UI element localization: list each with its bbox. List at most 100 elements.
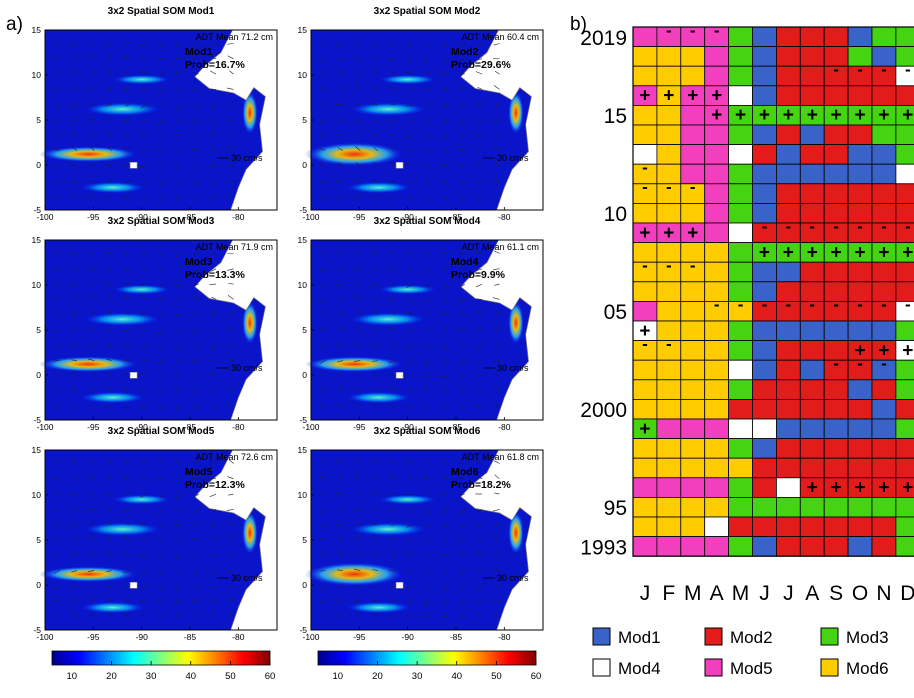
velocity-vector bbox=[390, 461, 396, 464]
velocity-vector bbox=[226, 570, 234, 573]
velocity-vector bbox=[106, 371, 112, 377]
galapagos-island bbox=[129, 581, 138, 589]
velocity-vector bbox=[175, 253, 182, 257]
velocity-vector bbox=[54, 523, 60, 525]
calendar-cell bbox=[823, 320, 849, 342]
velocity-vector bbox=[191, 360, 199, 363]
calendar-cell bbox=[776, 418, 801, 440]
calendar-cell bbox=[895, 516, 914, 538]
calendar-cell bbox=[632, 281, 658, 302]
calendar-mark: + bbox=[831, 478, 842, 499]
velocity-vector bbox=[89, 387, 95, 392]
calendar-cell bbox=[752, 398, 777, 420]
velocity-vector bbox=[424, 119, 431, 126]
calendar-cell bbox=[799, 320, 825, 342]
calendar-cell bbox=[680, 105, 706, 126]
calendar-cell bbox=[799, 516, 825, 538]
velocity-vector bbox=[441, 406, 448, 408]
calendar-mark: - bbox=[809, 217, 815, 236]
velocity-vector bbox=[209, 43, 217, 46]
velocity-vector bbox=[191, 297, 199, 300]
calendar-row bbox=[632, 379, 914, 400]
velocity-vector bbox=[52, 329, 60, 333]
calendar-row: --------- bbox=[632, 295, 914, 322]
velocity-vector bbox=[228, 585, 234, 587]
velocity-vector bbox=[441, 389, 448, 392]
velocity-vector bbox=[475, 404, 483, 407]
x-tick-label: -90 bbox=[402, 212, 415, 222]
velocity-vector bbox=[157, 329, 165, 334]
velocity-vector bbox=[477, 360, 483, 363]
calendar-cell bbox=[847, 379, 873, 400]
calendar-cell bbox=[847, 496, 873, 518]
velocity-vector bbox=[193, 196, 199, 200]
y-tick-label: 0 bbox=[36, 580, 41, 590]
velocity-vector bbox=[475, 71, 483, 75]
adt-mean-label: ADT Mean 61.1 cm bbox=[462, 242, 539, 252]
y-tick-label: 0 bbox=[36, 160, 41, 170]
velocity-vector bbox=[142, 537, 147, 541]
velocity-vector bbox=[494, 474, 500, 480]
legend-label: Mod1 bbox=[618, 628, 661, 647]
velocity-vector bbox=[320, 104, 326, 106]
velocity-vector bbox=[71, 69, 78, 75]
map-panel-4: 3x2 Spatial SOM Mod4 ADT Mean 61.1 cm Mod4… bbox=[298, 216, 544, 432]
velocity-vector bbox=[158, 180, 165, 186]
calendar-cell bbox=[680, 300, 706, 322]
current-band bbox=[38, 356, 139, 373]
calendar-cell bbox=[847, 183, 873, 204]
velocity-vector bbox=[209, 196, 217, 199]
calendar-row bbox=[632, 496, 914, 518]
velocity-vector bbox=[353, 360, 361, 362]
legend-item: Mod1 bbox=[592, 627, 661, 647]
velocity-vector bbox=[158, 374, 164, 377]
velocity-vector bbox=[494, 70, 500, 75]
velocity-vector bbox=[493, 536, 500, 541]
velocity-vector bbox=[227, 268, 234, 271]
calendar-cell bbox=[871, 183, 897, 204]
calendar-cell bbox=[776, 457, 801, 479]
velocity-vector bbox=[123, 180, 130, 184]
legend-swatch bbox=[704, 658, 723, 677]
current-band bbox=[304, 142, 405, 167]
velocity-vector bbox=[123, 388, 130, 392]
calendar-cell bbox=[728, 183, 753, 204]
velocity-vector bbox=[388, 297, 396, 300]
calendar-cell bbox=[752, 124, 777, 146]
velocity-vector bbox=[177, 509, 182, 513]
velocity-vector bbox=[320, 388, 326, 392]
y-tick-label: 15 bbox=[298, 25, 308, 35]
calendar-mark: + bbox=[687, 223, 698, 244]
velocity-vector bbox=[140, 600, 147, 602]
velocity-vector bbox=[338, 509, 343, 511]
velocity-vector bbox=[372, 550, 378, 556]
calendar-cell bbox=[656, 359, 682, 381]
current-band bbox=[111, 284, 172, 295]
current-band bbox=[304, 356, 405, 373]
colorbar-tick-label: 20 bbox=[106, 671, 117, 682]
velocity-vector bbox=[494, 585, 500, 588]
calendar-cell bbox=[704, 457, 730, 479]
calendar-mark: + bbox=[854, 340, 865, 361]
calendar-cell bbox=[656, 418, 682, 440]
calendar-cell bbox=[776, 496, 801, 518]
velocity-vector bbox=[441, 524, 448, 529]
velocity-vector bbox=[423, 58, 431, 63]
calendar-mark: + bbox=[639, 321, 650, 342]
velocity-vector bbox=[477, 509, 483, 512]
velocity-vector bbox=[443, 509, 448, 513]
velocity-vector bbox=[141, 57, 147, 60]
velocity-vector bbox=[227, 387, 234, 392]
velocity-vector bbox=[388, 268, 396, 271]
velocity-vector bbox=[122, 570, 130, 574]
velocity-vector bbox=[406, 388, 413, 392]
velocity-vector bbox=[71, 459, 78, 464]
velocity-vector bbox=[159, 585, 165, 590]
velocity-vector bbox=[422, 87, 430, 90]
x-tick-label: -95 bbox=[353, 632, 366, 642]
velocity-vector bbox=[321, 43, 326, 47]
velocity-vector bbox=[192, 390, 199, 392]
velocity-vector bbox=[494, 283, 500, 286]
velocity-vector bbox=[210, 389, 217, 392]
calendar-cell bbox=[752, 183, 777, 204]
